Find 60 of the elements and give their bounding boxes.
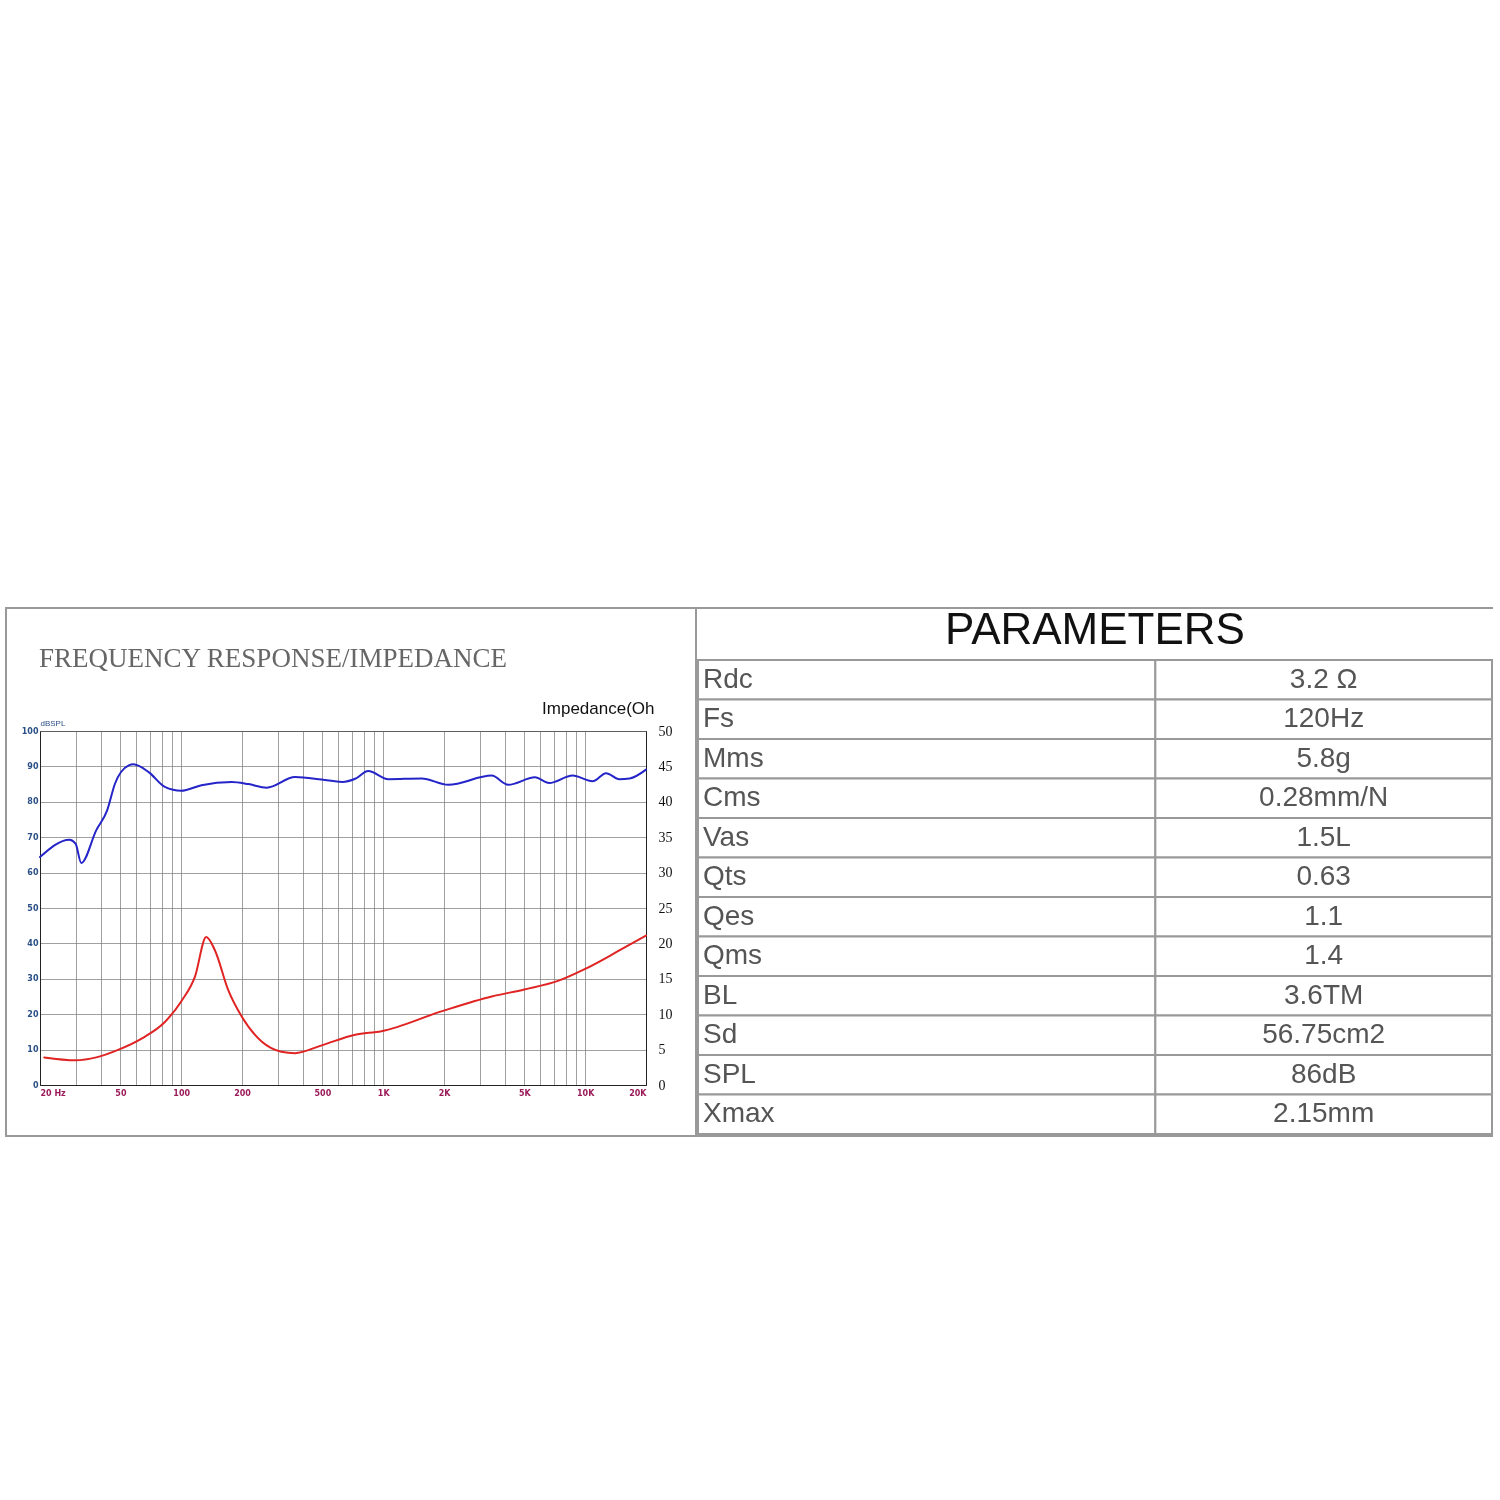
text: 3.6TM: [1283, 978, 1364, 1010]
text: 0.63: [1296, 860, 1351, 892]
x-tick-label: 10K: [577, 1088, 596, 1098]
text: 56.75cm2: [1262, 1018, 1386, 1050]
x-tick-label: 50: [115, 1088, 127, 1098]
category-label: Qts: [703, 860, 747, 892]
y2-tick-label: 5: [658, 1042, 666, 1058]
y-tick-label: 10: [27, 1045, 39, 1055]
y-tick-label: 70: [27, 832, 39, 842]
y2-tick-label: 20: [658, 935, 673, 951]
text: 1.4: [1304, 939, 1344, 971]
category-label: SPL: [703, 1057, 756, 1089]
text: PARAMETERS: [945, 604, 1245, 653]
x-tick-label: 500: [314, 1088, 332, 1098]
category-label: Rdc: [703, 662, 753, 694]
text: 1.1: [1304, 899, 1344, 931]
y-tick-label: 20: [27, 1009, 39, 1019]
y2-tick-label: 45: [658, 758, 673, 774]
text: 5.8g: [1296, 741, 1351, 773]
y-tick-label: 40: [27, 938, 39, 948]
text: 2.15mm: [1273, 1097, 1375, 1129]
category-label: Cms: [703, 781, 761, 813]
category-label: Qms: [703, 939, 763, 971]
category-label: Fs: [703, 702, 735, 734]
chart-title: FREQUENCY RESPONSE/IMPEDANCE: [39, 643, 507, 673]
category-label: BL: [703, 978, 738, 1010]
y-tick-label: 50: [27, 903, 39, 913]
category-label: Xmax: [703, 1097, 775, 1129]
x-tick-label: 100: [173, 1088, 191, 1098]
y2-tick-label: 35: [658, 829, 673, 845]
y-tick-label: 0: [32, 1080, 39, 1090]
y-tick-label: 60: [27, 868, 39, 878]
x-tick-label: 1K: [377, 1088, 391, 1098]
y2-tick-label: 10: [658, 1006, 673, 1022]
y-tick-label: 90: [27, 761, 39, 771]
y2-tick-label: 30: [658, 865, 673, 881]
category-label: Mms: [703, 741, 764, 773]
x-tick-label: 20 Hz: [40, 1088, 67, 1098]
category-label: Sd: [703, 1018, 738, 1050]
y-tick-label: 80: [27, 797, 39, 807]
x-tick-label: 20K: [629, 1088, 648, 1098]
y2-axis-title: Impedance(Oh: [542, 698, 655, 718]
x-tick-label: 5K: [519, 1088, 532, 1098]
y-axis-title: dBSPL: [40, 718, 66, 728]
category-label: Vas: [703, 820, 750, 852]
x-tick-label: 200: [234, 1088, 252, 1098]
x-tick-label: 2K: [438, 1088, 452, 1098]
y-tick-label: 100: [21, 726, 39, 736]
text: 1.5L: [1296, 820, 1351, 852]
y2-tick-label: 0: [658, 1077, 666, 1093]
y2-tick-label: 25: [658, 900, 673, 916]
y2-tick-label: 40: [658, 794, 673, 810]
text: 86dB: [1290, 1057, 1357, 1089]
text: 0.28mm/N: [1259, 781, 1389, 813]
text: 3.2 Ω: [1289, 662, 1358, 694]
y-tick-label: 30: [27, 974, 39, 984]
category-label: Qes: [703, 899, 755, 931]
y2-tick-label: 15: [658, 971, 673, 987]
text: 120Hz: [1283, 702, 1365, 734]
y2-tick-label: 50: [658, 723, 673, 739]
